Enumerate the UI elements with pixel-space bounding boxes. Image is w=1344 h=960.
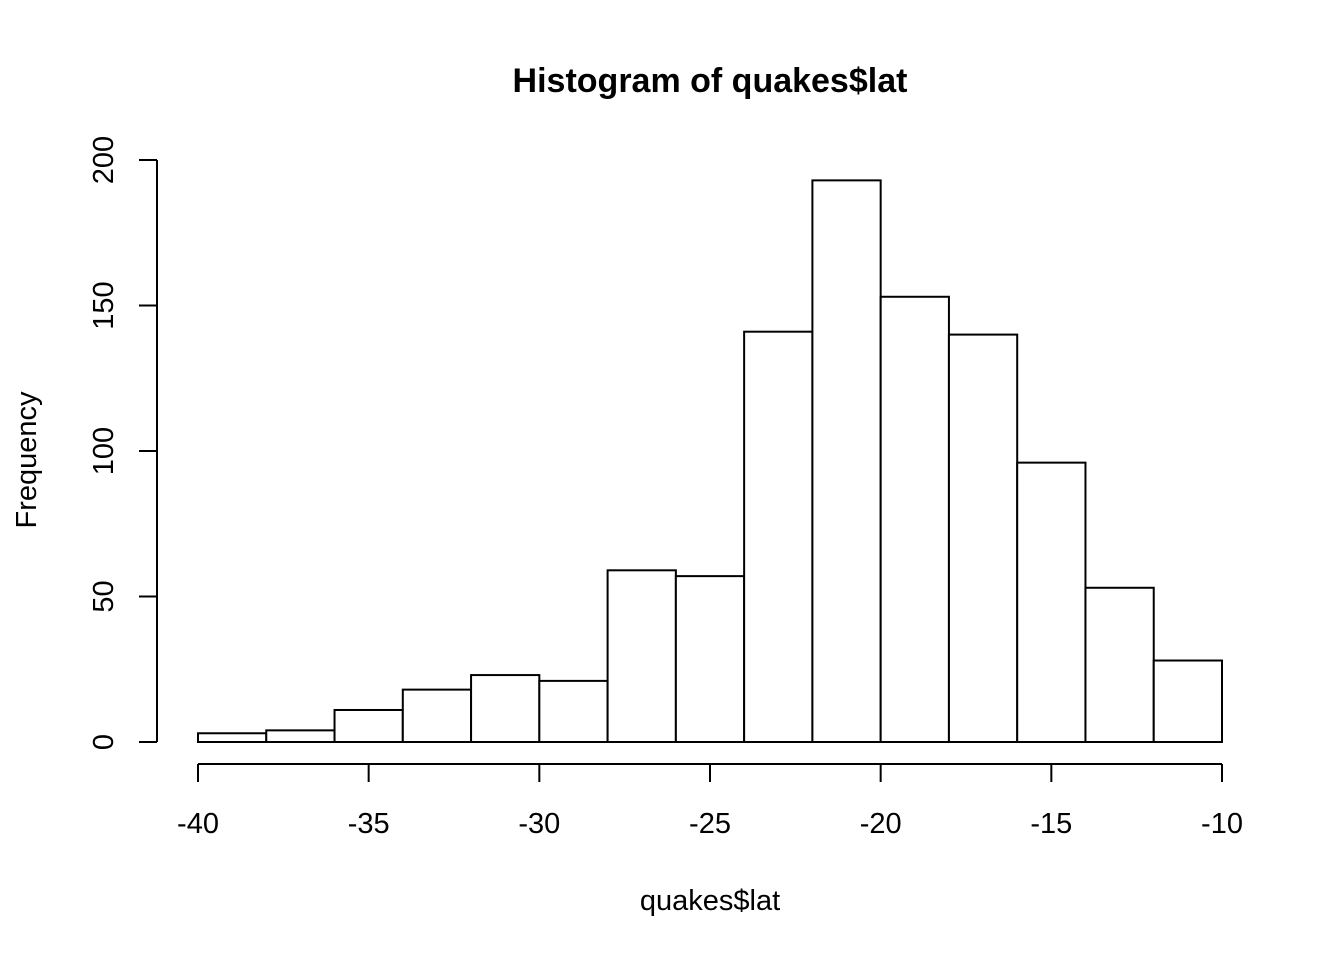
histogram-bar — [265, 729, 336, 743]
y-tick-label: 150 — [88, 281, 120, 329]
histogram-bar — [1084, 586, 1155, 744]
y-tick-label: 200 — [88, 136, 120, 184]
histogram-bar — [947, 333, 1019, 743]
histogram-bar — [401, 688, 473, 743]
histogram-bar — [333, 708, 404, 743]
y-tick-label: 100 — [88, 427, 120, 475]
x-axis: -40 -35 -30 -25 -20 -15 -10 — [177, 763, 1243, 840]
histogram-bar — [811, 179, 882, 743]
x-tick-label: -30 — [518, 808, 560, 840]
x-tick-label: -10 — [1201, 808, 1243, 840]
chart-title: Histogram of quakes$lat — [513, 62, 908, 100]
histogram-bar — [1152, 659, 1223, 744]
histogram-bar — [1016, 461, 1087, 743]
y-tick-label: 0 — [88, 734, 120, 750]
x-tick-label: -25 — [689, 808, 731, 840]
histogram-bar — [743, 330, 814, 743]
x-axis-label: quakes$lat — [640, 885, 780, 917]
histogram-bar — [606, 569, 677, 743]
x-tick-label: -15 — [1030, 808, 1072, 840]
y-axis: 0 50 100 150 200 — [88, 136, 158, 750]
y-axis-label: Frequency — [11, 391, 43, 529]
histogram-bar — [879, 295, 950, 743]
histogram-bar — [197, 732, 268, 744]
x-tick-label: -20 — [860, 808, 902, 840]
x-tick-label: -35 — [348, 808, 390, 840]
histogram-bar — [538, 679, 609, 744]
y-tick-label: 50 — [88, 580, 120, 612]
bars-group — [197, 179, 1223, 744]
histogram-bar — [674, 575, 746, 743]
histogram-bar — [470, 674, 541, 744]
x-tick-label: -40 — [177, 808, 219, 840]
